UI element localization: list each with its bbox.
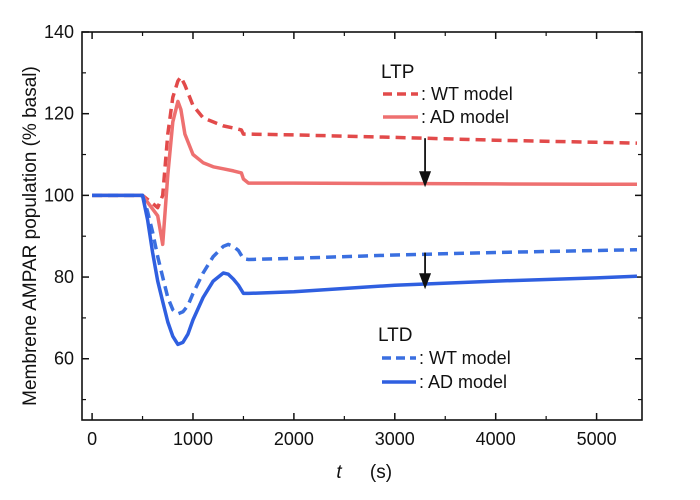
legend-ltd-wt-label: : WT model (419, 348, 511, 368)
arrow-head-1 (419, 171, 432, 188)
y-tick-label: 100 (44, 185, 74, 205)
x-axis-variable: t (336, 462, 342, 483)
legend-ltp-ad-label: : AD model (421, 107, 509, 127)
y-tick-label: 140 (44, 22, 74, 42)
legend-ltp-title: LTP (381, 62, 414, 83)
x-axis-unit: (s) (370, 462, 392, 483)
series-line-ltd-wt (92, 193, 638, 316)
axis-ticks: 0 1000 2000 3000 4000 5000 60 80 100 120 140 (44, 22, 642, 449)
x-tick-label: 1000 (173, 429, 213, 449)
annotation-layer (419, 138, 432, 290)
legend-ltp: LTP : WT model : AD model (381, 62, 513, 127)
series-line-ltp-ad (92, 99, 637, 247)
y-axis-label: Membrene AMPAR population (% basal) (20, 66, 41, 406)
arrow-head-2 (419, 273, 432, 290)
y-tick-label: 80 (54, 267, 74, 287)
x-tick-label: 3000 (375, 429, 415, 449)
x-tick-label: 2000 (274, 429, 314, 449)
y-tick-label: 60 (54, 349, 74, 369)
x-tick-label: 5000 (577, 429, 617, 449)
x-tick-label: 4000 (476, 429, 516, 449)
plot-frame (81, 31, 643, 421)
plot-border (81, 31, 643, 421)
legend-ltd-title: LTD (378, 325, 412, 346)
legend-ltd: LTD : WT model : AD model (378, 325, 511, 392)
series-layer (92, 75, 638, 347)
x-tick-label: 0 (87, 429, 97, 449)
series-line-ltp-wt (92, 75, 638, 210)
y-tick-label: 120 (44, 104, 74, 124)
series-line-ltd-ad (92, 193, 638, 347)
legend-ltp-wt-label: : WT model (421, 84, 513, 104)
legend-ltd-ad-label: : AD model (419, 372, 507, 392)
